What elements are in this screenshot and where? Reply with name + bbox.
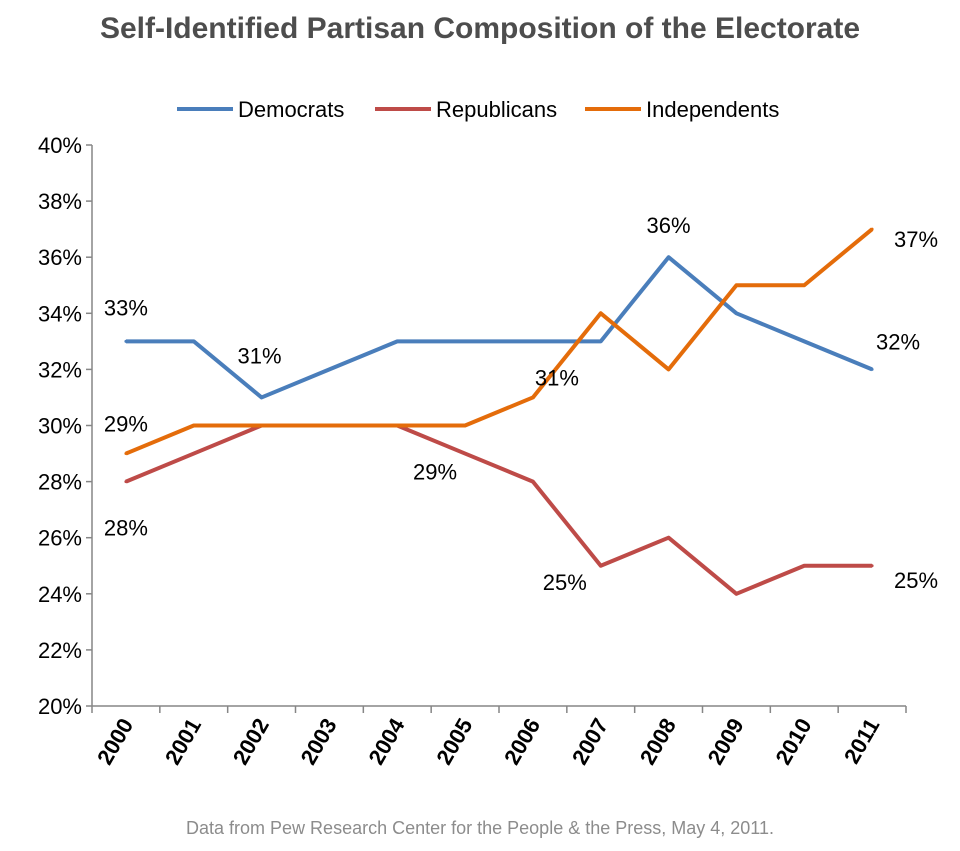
data-point — [667, 367, 671, 371]
data-point — [870, 227, 874, 231]
data-label: 33% — [104, 295, 148, 320]
x-tick-label: 2000 — [92, 714, 138, 769]
data-point — [734, 592, 738, 596]
data-label: 29% — [413, 460, 457, 485]
x-tick-label: 2002 — [228, 714, 274, 769]
legend-label: Independents — [646, 97, 779, 122]
data-point — [395, 339, 399, 343]
series-line-independents — [125, 227, 874, 456]
x-tick-label: 2008 — [635, 714, 681, 769]
series-line-republicans — [125, 423, 873, 596]
y-tick-label: 20% — [38, 694, 82, 719]
x-tick-label: 2004 — [363, 713, 410, 769]
data-label: 25% — [543, 570, 587, 595]
data-point — [531, 480, 535, 484]
data-point — [734, 283, 738, 287]
y-tick-label: 28% — [38, 470, 82, 495]
x-tick-label: 2007 — [567, 714, 613, 769]
data-point — [327, 424, 331, 427]
data-label: 29% — [104, 412, 148, 437]
data-label: 37% — [894, 227, 938, 252]
y-tick-label: 34% — [38, 301, 82, 326]
data-point — [870, 564, 874, 568]
data-point — [124, 339, 128, 343]
y-tick-label: 40% — [38, 133, 82, 158]
data-point — [395, 424, 399, 427]
data-point — [463, 339, 467, 343]
data-point — [599, 339, 603, 343]
data-point — [463, 424, 467, 427]
data-point — [192, 424, 196, 427]
legend-label: Republicans — [436, 97, 557, 122]
x-tick-label: 2010 — [770, 714, 816, 769]
x-tick-label: 2006 — [499, 714, 545, 769]
data-point — [870, 367, 874, 371]
y-tick-label: 26% — [38, 526, 82, 551]
x-tick-label: 2011 — [839, 714, 885, 768]
data-label: 36% — [647, 213, 691, 238]
data-point — [463, 452, 467, 456]
data-label: 25% — [894, 568, 938, 593]
data-label: 31% — [535, 365, 579, 390]
x-tick-label: 2003 — [296, 714, 342, 769]
data-point — [802, 283, 806, 287]
source-note: Data from Pew Research Center for the Pe… — [186, 818, 774, 838]
data-point — [599, 564, 603, 568]
data-label: 31% — [238, 343, 282, 368]
chart-title: Self-Identified Partisan Composition of … — [99, 12, 861, 45]
series-line-democrats — [125, 255, 873, 400]
data-point — [327, 367, 331, 371]
data-point — [734, 311, 738, 315]
legend-label: Democrats — [238, 97, 344, 122]
x-tick-label: 2005 — [431, 714, 477, 769]
data-point — [260, 395, 264, 399]
y-tick-label: 32% — [38, 357, 82, 382]
data-point — [124, 480, 128, 484]
data-point — [802, 339, 806, 343]
data-point — [802, 564, 806, 568]
data-label: 32% — [876, 329, 920, 354]
x-tick-label: 2009 — [703, 714, 749, 769]
data-point — [531, 339, 535, 343]
data-point — [260, 424, 264, 427]
y-tick-label: 36% — [38, 245, 82, 270]
data-point — [192, 339, 196, 343]
y-tick-label: 38% — [38, 189, 82, 214]
data-point — [667, 255, 671, 259]
data-point — [599, 311, 603, 315]
data-point — [531, 395, 535, 399]
x-tick-label: 2001 — [160, 714, 206, 769]
y-tick-label: 22% — [38, 638, 82, 663]
y-tick-label: 30% — [38, 414, 82, 439]
y-tick-label: 24% — [38, 582, 82, 607]
data-point — [124, 452, 128, 456]
data-label: 28% — [104, 516, 148, 541]
data-point — [667, 536, 671, 540]
data-point — [192, 452, 196, 456]
